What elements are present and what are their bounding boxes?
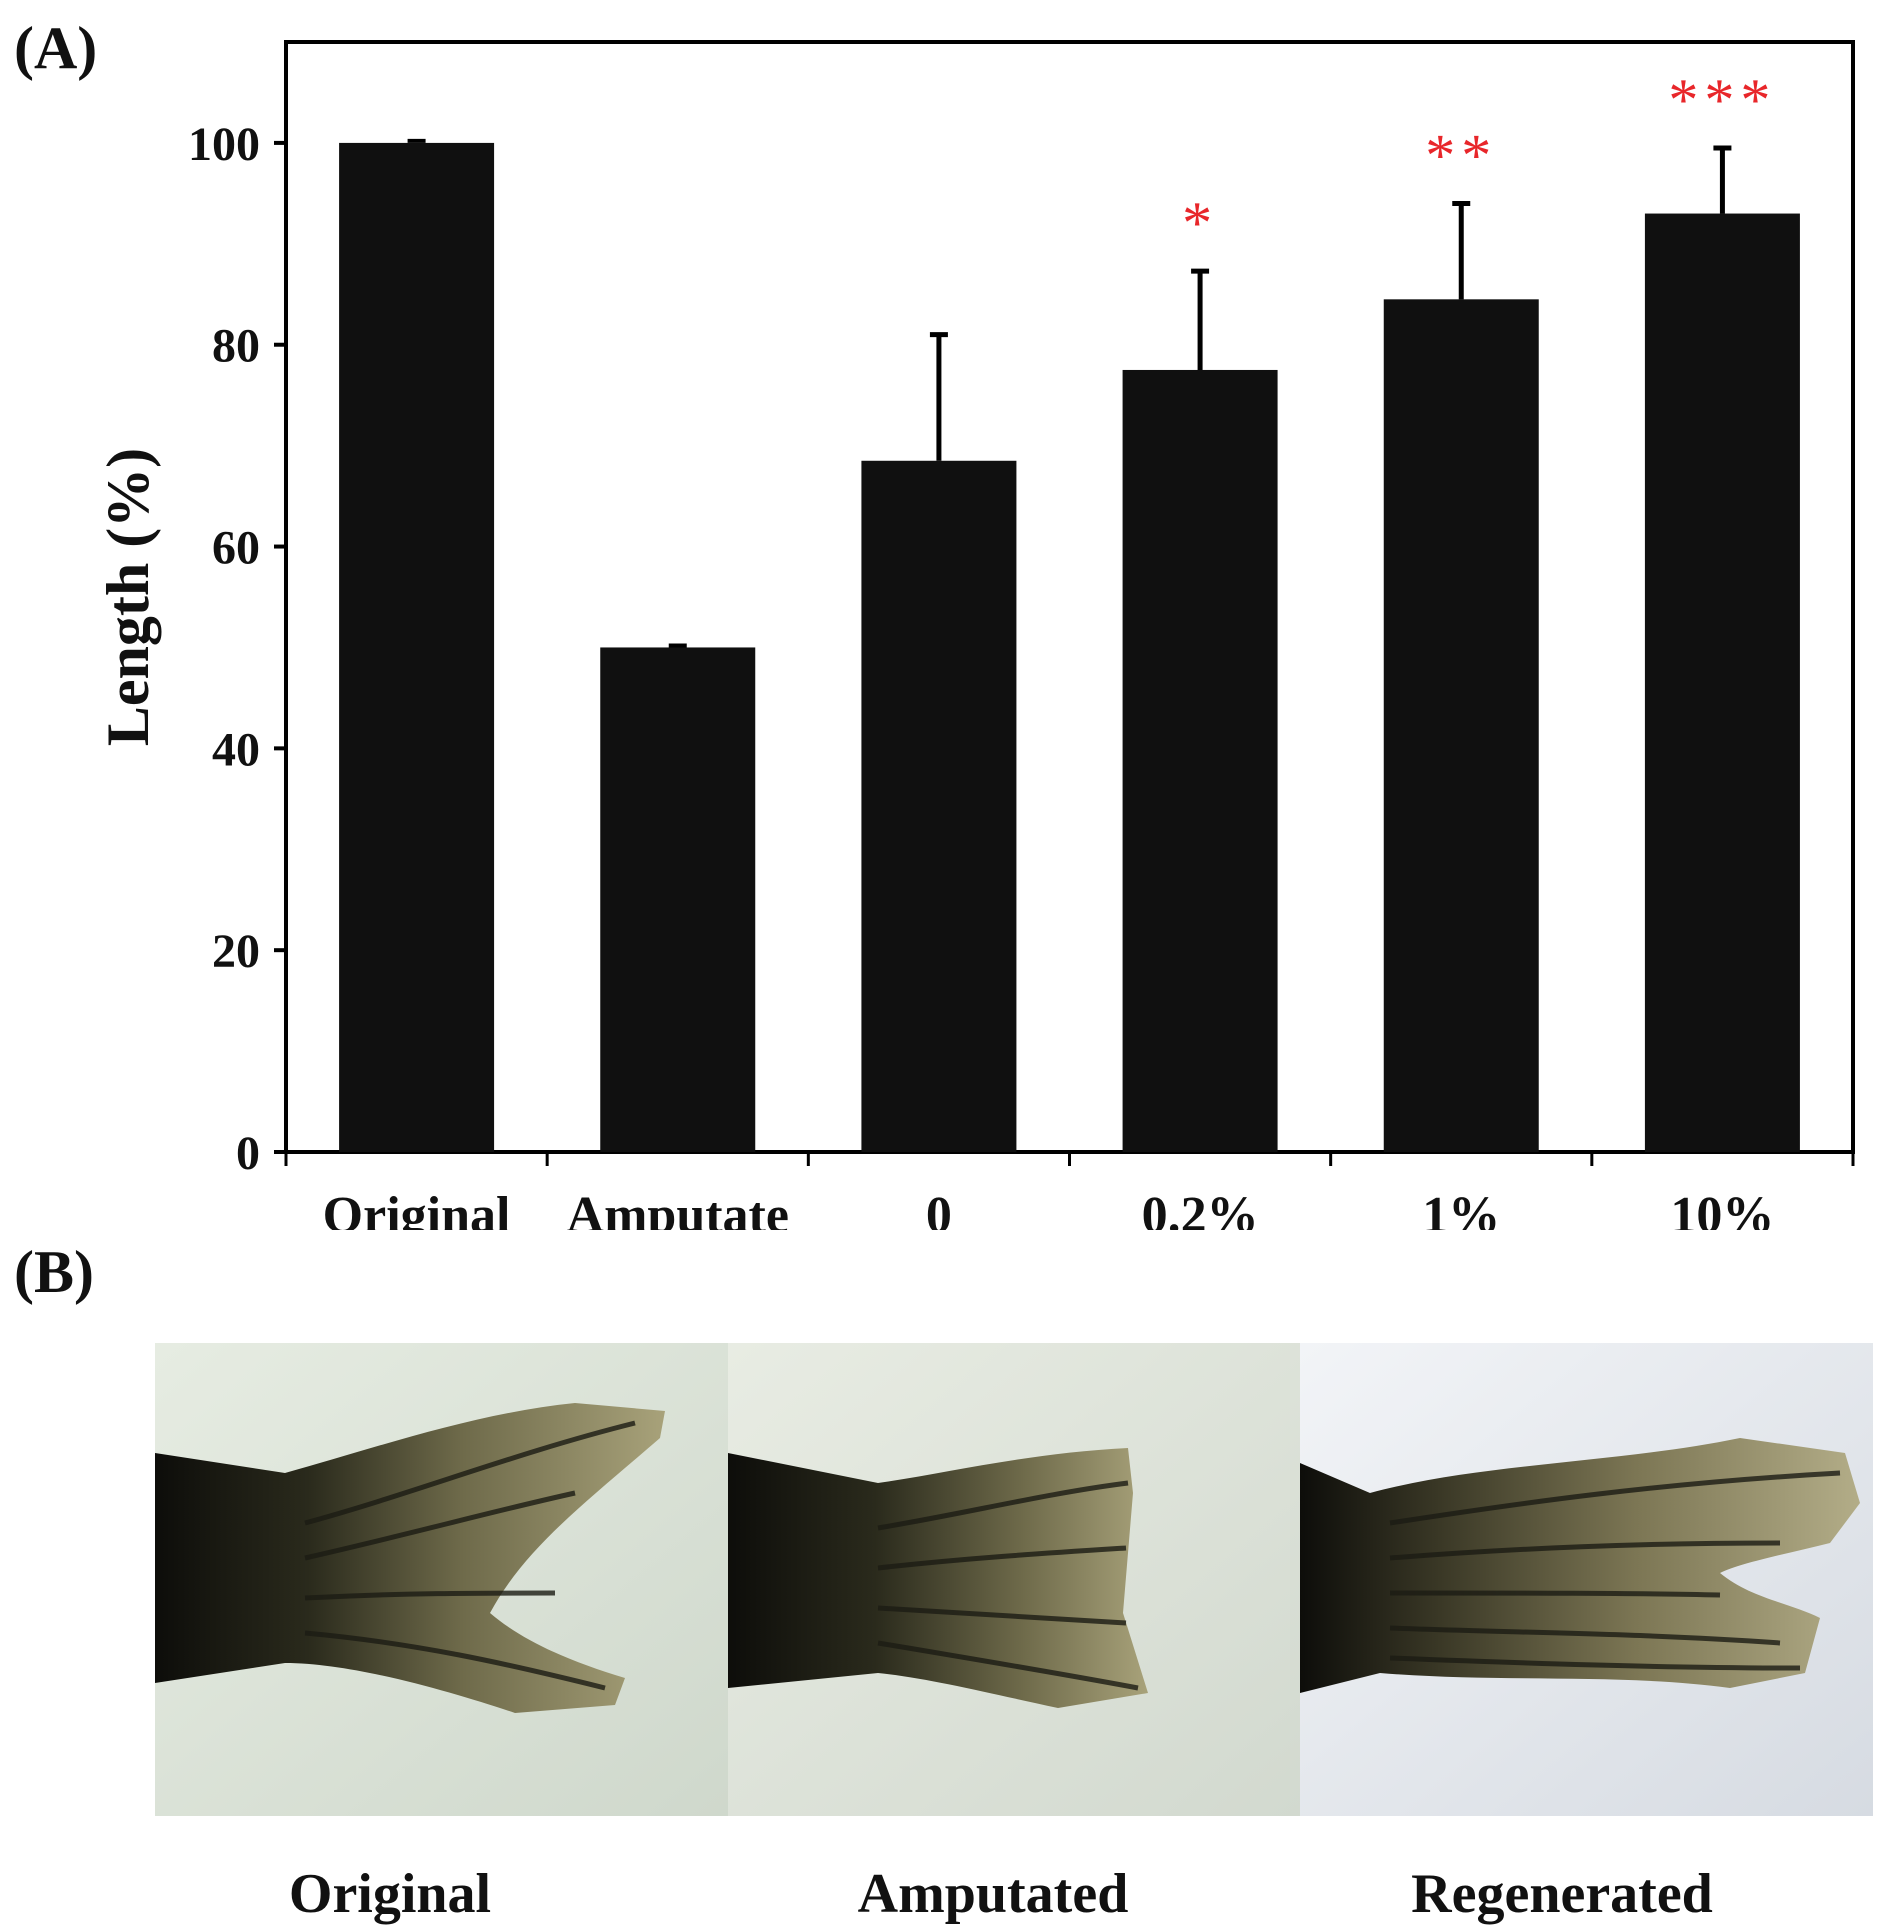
caption-amputated: Amputated	[857, 1863, 1129, 1925]
plot-frame	[284, 40, 1855, 1154]
panel-label-a: (A)	[14, 15, 98, 81]
photo-strip	[155, 1343, 1874, 1816]
y-axis-title: Length (%)	[95, 448, 161, 746]
y-tick-label-1: 20	[212, 925, 260, 978]
regenerated-tail-photo	[1300, 1343, 1874, 1816]
y-tick-label-4: 80	[212, 320, 260, 373]
y-tick-label-5: 100	[188, 118, 260, 171]
original-tail-photo	[155, 1343, 728, 1816]
x-tick-label-5: 10%	[1670, 1187, 1774, 1230]
bar-0	[339, 142, 495, 1153]
y-tick-label-3: 60	[212, 522, 260, 575]
bar-4	[1383, 299, 1539, 1152]
y-tick-label-2: 40	[212, 723, 260, 776]
significance-label-5: ***	[1668, 67, 1776, 133]
x-tick-label-3: 0.2%	[1142, 1187, 1259, 1230]
x-tick-label-2: 0	[926, 1187, 952, 1230]
panel-label-b: (B)	[14, 1239, 94, 1305]
bar-5	[1644, 213, 1800, 1152]
bar-3	[1122, 369, 1278, 1152]
x-tick-label-4: 1%	[1422, 1187, 1500, 1230]
significance-label-4: **	[1425, 122, 1497, 188]
caption-original: Original	[288, 1863, 492, 1925]
amputated-tail-photo	[727, 1343, 1301, 1816]
y-tick-label-0: 0	[236, 1127, 260, 1180]
bar-1	[600, 647, 756, 1152]
significance-label-3: *	[1182, 190, 1218, 256]
bar-2	[861, 460, 1017, 1153]
x-tick-label-0: Original	[323, 1187, 511, 1230]
caption-regenerated: Regenerated	[1411, 1863, 1713, 1925]
bar-chart: 0 20 40 60 80 100 Length (%) Original Amputate 0 *…	[95, 40, 1855, 1230]
x-tick-label-1: Amputate	[567, 1187, 789, 1230]
